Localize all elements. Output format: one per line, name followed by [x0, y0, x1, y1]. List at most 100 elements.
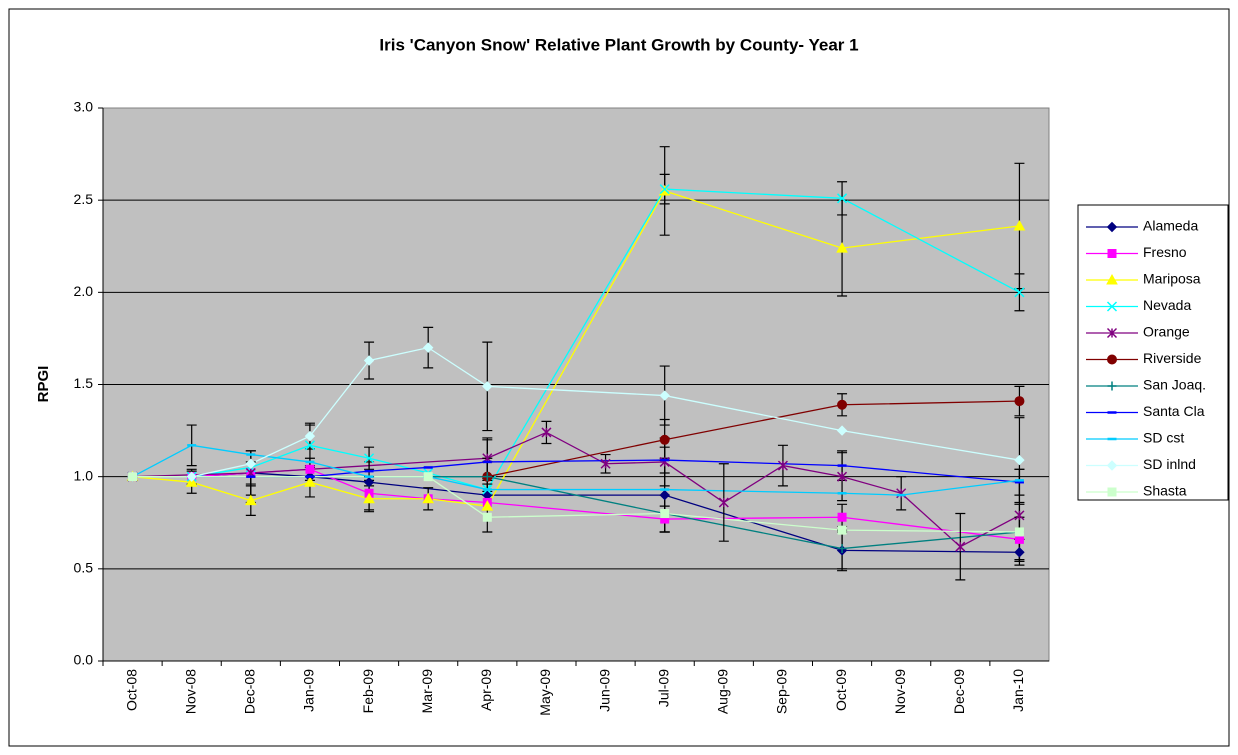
series-line [132, 346, 1020, 478]
legend-marker [1107, 487, 1117, 497]
data-point [305, 464, 315, 474]
legend-label: Orange [1143, 324, 1190, 340]
data-point [777, 460, 788, 471]
series-line [132, 476, 1020, 533]
data-point [600, 458, 611, 469]
legend-label: San Joaq. [1143, 377, 1206, 393]
legend-marker [1107, 381, 1117, 391]
data-point [423, 472, 433, 482]
y-tick-label: 0.0 [74, 652, 94, 668]
data-point [659, 434, 670, 445]
data-point [364, 453, 375, 464]
data-point [481, 500, 494, 511]
data-point [1014, 527, 1024, 537]
series-line [132, 188, 1020, 491]
data-point [422, 492, 435, 504]
data-point [837, 471, 848, 482]
legend-label: Santa Cla [1143, 403, 1205, 419]
x-tick-label: May-09 [537, 669, 553, 716]
legend [1077, 204, 1229, 501]
x-tick-label: Feb-09 [360, 669, 376, 714]
data-point [659, 390, 670, 401]
data-point [482, 381, 493, 392]
legend-marker [1107, 249, 1117, 258]
data-point [1014, 534, 1024, 544]
x-tick-label: Apr-09 [478, 669, 494, 711]
y-tick-label: 1.5 [74, 375, 94, 391]
data-point [837, 399, 848, 410]
x-tick-label: Jan-09 [301, 669, 317, 712]
legend-marker [1106, 273, 1118, 285]
series-line [132, 190, 1020, 507]
x-tick-label: Aug-09 [715, 669, 731, 714]
data-point [304, 430, 316, 442]
legend-label: SD inlnd [1143, 456, 1196, 472]
data-point [245, 458, 257, 469]
legend-label: Shasta [1143, 483, 1187, 499]
series-line [487, 400, 1020, 478]
y-axis-label: RPGI [35, 366, 52, 403]
x-tick-label: Mar-09 [419, 669, 435, 714]
y-tick-label: 2.0 [74, 283, 94, 299]
data-point [363, 355, 375, 366]
x-tick-label: Dec-08 [242, 669, 258, 714]
legend-marker [1107, 354, 1117, 365]
data-point [718, 497, 729, 508]
data-point [955, 541, 966, 552]
legend-marker [1106, 327, 1118, 339]
data-point [659, 489, 670, 501]
data-point [304, 440, 315, 451]
data-point [128, 472, 138, 482]
data-point [186, 471, 197, 482]
data-point [837, 193, 848, 204]
x-tick-label: Oct-09 [833, 669, 849, 711]
x-tick-label: Dec-09 [951, 669, 967, 714]
data-point [304, 476, 316, 487]
data-point [1013, 219, 1026, 231]
data-point [837, 544, 847, 554]
y-tick-label: 2.5 [74, 191, 94, 207]
data-point [660, 509, 670, 519]
data-point [1014, 510, 1025, 521]
chart-title: Iris 'Canyon Snow' Relative Plant Growth… [379, 35, 858, 54]
data-point [541, 427, 552, 438]
data-point [658, 184, 671, 196]
legend-marker [1106, 301, 1118, 312]
legend-label: Nevada [1143, 297, 1191, 313]
x-tick-label: Oct-08 [123, 669, 139, 711]
legend-label: Riverside [1143, 350, 1202, 366]
y-tick-label: 3.0 [74, 99, 94, 115]
data-point [482, 512, 492, 522]
data-point [1014, 454, 1025, 466]
legend-marker [1106, 460, 1118, 471]
data-point [363, 492, 375, 504]
legend-label: SD cst [1143, 430, 1184, 446]
data-point [837, 525, 847, 535]
series-line [132, 431, 1020, 548]
legend-label: Mariposa [1143, 271, 1201, 287]
y-tick-label: 0.5 [74, 560, 94, 576]
data-point [836, 425, 848, 436]
legend-label: Fresno [1143, 244, 1187, 260]
data-point [1014, 396, 1025, 407]
data-point [1014, 287, 1025, 298]
data-point [659, 184, 670, 195]
data-point [837, 512, 847, 522]
x-tick-label: Nov-08 [182, 669, 198, 714]
x-tick-label: Sep-09 [774, 669, 790, 714]
legend-label: Alameda [1143, 218, 1198, 234]
x-tick-label: Nov-09 [892, 669, 908, 714]
data-point [1014, 547, 1025, 558]
data-point [244, 494, 257, 506]
data-point [422, 342, 434, 353]
x-tick-label: Jul-09 [655, 669, 671, 707]
data-point [363, 476, 375, 488]
y-tick-label: 1.0 [74, 467, 94, 483]
data-point [836, 242, 848, 253]
series-line [132, 468, 1020, 540]
x-tick-label: Jan-10 [1010, 669, 1026, 712]
x-tick-label: Jun-09 [596, 669, 612, 712]
data-point [482, 472, 492, 482]
legend-marker [1106, 221, 1118, 233]
